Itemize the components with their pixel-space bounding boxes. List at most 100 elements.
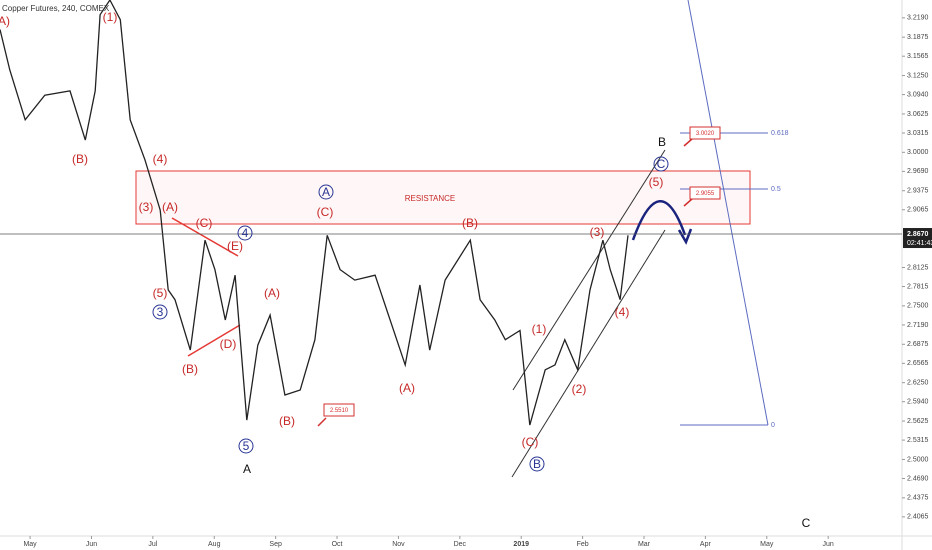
wave-label: (3) [139, 200, 154, 214]
trend-line [171, 217, 239, 257]
x-tick-label: Feb [577, 541, 589, 548]
wave-label: (A) [399, 381, 415, 395]
callout-text: 2.5510 [330, 408, 349, 414]
y-tick-label: 2.9690 [907, 168, 929, 175]
wave-label: 3 [157, 305, 164, 319]
y-tick-label: 2.9375 [907, 188, 929, 195]
wave-label: 5 [243, 439, 250, 453]
y-tick-label: 2.7815 [907, 283, 929, 290]
wave-circle [238, 438, 254, 454]
y-tick-label: 3.0940 [907, 91, 929, 98]
y-tick-label: 3.1250 [907, 72, 929, 79]
wave-label: (E) [227, 239, 243, 253]
wave-circle [653, 156, 669, 172]
fib-label: 0.618 [771, 130, 789, 137]
wave-label: B [658, 135, 666, 149]
y-tick-label: 2.5000 [907, 456, 929, 463]
y-tick-label: 2.6875 [907, 341, 929, 348]
x-tick-label: Jun [823, 541, 834, 548]
channel-line [511, 229, 666, 478]
callout: 2.5510 [317, 403, 355, 427]
current-price-label: 2.8670 [907, 231, 929, 238]
y-tick-label: 2.8125 [907, 264, 929, 271]
y-tick-label: 3.0625 [907, 111, 929, 118]
y-tick-label: 3.1875 [907, 34, 929, 41]
wave-label: (A) [0, 14, 10, 28]
wave-label: (C) [196, 216, 213, 230]
y-tick-label: 2.7500 [907, 303, 929, 310]
current-price-box [903, 228, 932, 249]
resistance-label: RESISTANCE [405, 194, 456, 203]
wave-label: (1) [103, 10, 118, 24]
price-line [0, 0, 629, 426]
fib-label: 0.5 [771, 186, 781, 193]
x-tick-label: Jun [86, 541, 97, 548]
x-tick-label: Aug [208, 541, 221, 548]
y-tick-label: 2.4065 [907, 514, 929, 521]
wave-label: (B) [462, 216, 478, 230]
wave-label: (4) [615, 305, 630, 319]
wave-circle [152, 304, 168, 320]
y-tick-label: 2.6565 [907, 360, 929, 367]
trend-line [187, 324, 241, 357]
y-tick-label: 2.6250 [907, 380, 929, 387]
y-tick-label: 3.1565 [907, 53, 929, 60]
wave-label: (A) [264, 286, 280, 300]
wave-label: (B) [279, 414, 295, 428]
x-tick-label: Mar [638, 541, 651, 548]
wave-label: (3) [590, 225, 605, 239]
resistance-box [135, 170, 751, 225]
y-tick-label: 2.9065 [907, 207, 929, 214]
x-tick-label: Dec [454, 541, 467, 548]
fib-label: 0 [771, 422, 775, 429]
countdown: 02:41:43 [907, 240, 932, 247]
y-tick-label: 2.4375 [907, 495, 929, 502]
callout: 2.9055 [683, 186, 721, 207]
wave-label: (A) [162, 200, 178, 214]
x-tick-label: Sep [269, 541, 282, 548]
x-tick-label: Jul [148, 541, 157, 548]
wave-label: (5) [153, 286, 168, 300]
projection-arrow [631, 200, 687, 241]
wave-label: A [322, 185, 330, 199]
x-tick-label: May [760, 541, 774, 548]
x-tick-label: May [23, 541, 37, 548]
wave-label: (B) [72, 152, 88, 166]
wave-label: (D) [220, 337, 237, 351]
y-tick-label: 2.5625 [907, 418, 929, 425]
callout-text: 3.0020 [696, 131, 715, 137]
wave-label: (B) [182, 362, 198, 376]
wave-label: (5) [649, 175, 664, 189]
y-tick-label: 3.0000 [907, 149, 929, 156]
y-tick-label: 2.5315 [907, 437, 929, 444]
wave-circle [529, 456, 545, 472]
y-tick-label: 2.5940 [907, 399, 929, 406]
chart-title: Copper Futures, 240, COMEX [2, 4, 110, 13]
wave-label: B [533, 457, 541, 471]
callout-text: 2.9055 [696, 191, 715, 197]
x-tick-label: 2019 [513, 541, 529, 548]
wave-label: (1) [532, 322, 547, 336]
wave-circle [237, 225, 253, 241]
wave-label: (C) [317, 205, 334, 219]
y-tick-label: 2.4690 [907, 475, 929, 482]
y-tick-label: 3.2190 [907, 15, 929, 22]
callout: 3.0020 [683, 126, 721, 147]
wave-label: A [243, 462, 251, 476]
x-tick-label: Oct [332, 541, 343, 548]
y-tick-label: 2.7190 [907, 322, 929, 329]
wave-circle [318, 184, 334, 200]
wave-label: C [802, 516, 811, 530]
wave-label: 4 [242, 226, 249, 240]
y-tick-label: 3.0315 [907, 130, 929, 137]
channel-line [512, 149, 666, 391]
x-tick-label: Nov [392, 541, 405, 548]
wave-label: C [657, 157, 666, 171]
wave-label: (4) [153, 152, 168, 166]
wave-label: (C) [522, 435, 539, 449]
wave-label: (2) [572, 382, 587, 396]
fib-line [687, 0, 769, 426]
x-tick-label: Apr [700, 541, 712, 548]
